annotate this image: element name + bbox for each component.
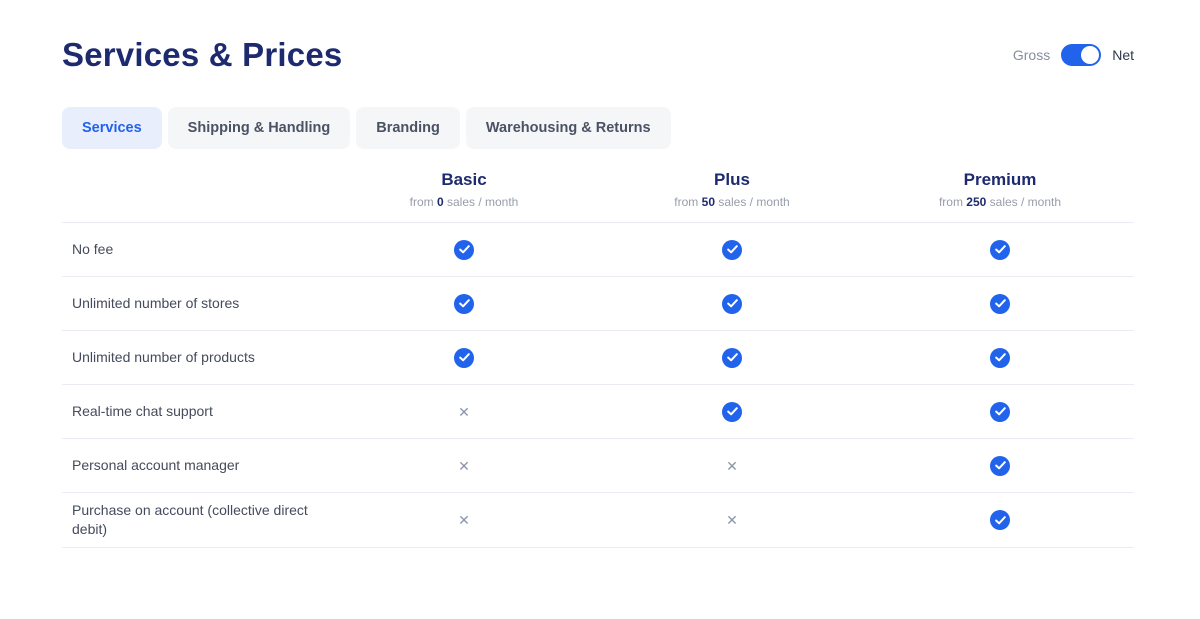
feature-cell-basic xyxy=(330,347,598,368)
feature-cell-basic xyxy=(330,239,598,260)
check-icon xyxy=(990,455,1010,476)
plan-threshold: from 0 sales / month xyxy=(409,195,519,209)
plan-name: Premium xyxy=(963,170,1037,189)
cross-icon: ✕ xyxy=(726,512,738,528)
check-icon xyxy=(722,347,742,368)
plan-column-basic: Basic from 0 sales / month xyxy=(330,170,598,209)
feature-cell-basic: ✕ xyxy=(330,405,598,419)
check-icon xyxy=(454,293,474,314)
plan-comparison-table: Basic from 0 sales / month Plus from 50 sal… xyxy=(62,170,1134,548)
tab-branding[interactable]: Branding xyxy=(356,107,460,149)
tab-shipping-handling[interactable]: Shipping & Handling xyxy=(167,107,351,149)
feature-cell-premium xyxy=(866,293,1134,314)
plan-threshold: from 250 sales / month xyxy=(938,195,1062,209)
cross-icon: ✕ xyxy=(726,457,738,474)
feature-cell-premium xyxy=(866,347,1134,368)
check-icon xyxy=(454,347,474,368)
feature-cell-premium xyxy=(866,455,1134,476)
plan-header-spacer xyxy=(62,170,330,209)
feature-label: Personal account manager xyxy=(72,457,240,473)
check-icon xyxy=(454,239,474,260)
feature-cell-plus: ✕ xyxy=(598,459,866,473)
check-icon xyxy=(990,401,1010,422)
page-header: Services & Prices Gross Net xyxy=(62,36,1134,74)
feature-cell-plus xyxy=(598,239,866,260)
feature-cell-premium xyxy=(866,239,1134,260)
page-title: Services & Prices xyxy=(62,36,343,73)
feature-row: Unlimited number of stores xyxy=(62,277,1134,331)
feature-row: Real-time chat support ✕ xyxy=(62,385,1134,439)
check-icon xyxy=(990,293,1010,314)
gross-net-toggle-group: Gross Net xyxy=(1013,44,1134,66)
check-icon xyxy=(990,347,1010,368)
cross-icon: ✕ xyxy=(458,512,470,528)
check-icon xyxy=(722,293,742,314)
gross-net-toggle[interactable] xyxy=(1061,44,1102,66)
plan-threshold: from 50 sales / month xyxy=(674,195,790,209)
feature-cell-basic xyxy=(330,293,598,314)
check-icon xyxy=(722,239,742,260)
feature-cell-premium xyxy=(866,401,1134,422)
feature-label: No fee xyxy=(72,241,114,257)
feature-cell-basic: ✕ xyxy=(330,459,598,473)
feature-label: Unlimited number of stores xyxy=(72,295,240,311)
check-icon xyxy=(990,239,1010,260)
check-icon xyxy=(722,401,742,422)
feature-label: Real-time chat support xyxy=(72,403,213,419)
feature-cell-plus: ✕ xyxy=(598,513,866,527)
plan-column-premium: Premium from 250 sales / month xyxy=(866,170,1134,209)
plan-column-plus: Plus from 50 sales / month xyxy=(598,170,866,209)
plan-name: Plus xyxy=(714,170,750,189)
gross-label: Gross xyxy=(1012,47,1051,63)
feature-row: Personal account manager ✕ ✕ xyxy=(62,439,1134,493)
feature-cell-plus xyxy=(598,293,866,314)
feature-row: Purchase on account (collective direct d… xyxy=(62,493,1134,548)
feature-cell-basic: ✕ xyxy=(330,513,598,527)
feature-cell-plus xyxy=(598,401,866,422)
check-icon xyxy=(990,510,1010,530)
feature-cell-plus xyxy=(598,347,866,368)
feature-cell-premium xyxy=(866,510,1134,530)
net-label: Net xyxy=(1112,47,1134,63)
plan-header-row: Basic from 0 sales / month Plus from 50 sal… xyxy=(62,170,1134,223)
feature-row: Unlimited number of products xyxy=(62,331,1134,385)
feature-label: Purchase on account (collective direct d… xyxy=(72,502,308,537)
tab-services[interactable]: Services xyxy=(62,107,162,149)
toggle-knob xyxy=(1081,46,1100,64)
cross-icon: ✕ xyxy=(458,403,470,420)
cross-icon: ✕ xyxy=(458,457,470,474)
tab-bar: Services Shipping & Handling Branding Wareh… xyxy=(62,107,1134,149)
tab-warehousing-returns[interactable]: Warehousing & Returns xyxy=(465,107,671,149)
plan-name: Basic xyxy=(441,170,487,189)
services-prices-page: Services & Prices Gross Net Services Ship… xyxy=(62,0,1134,548)
feature-rows: No fee Unlimited number of stores Unlimite… xyxy=(62,223,1134,548)
feature-label: Unlimited number of products xyxy=(72,349,255,365)
feature-row: No fee xyxy=(62,223,1134,277)
